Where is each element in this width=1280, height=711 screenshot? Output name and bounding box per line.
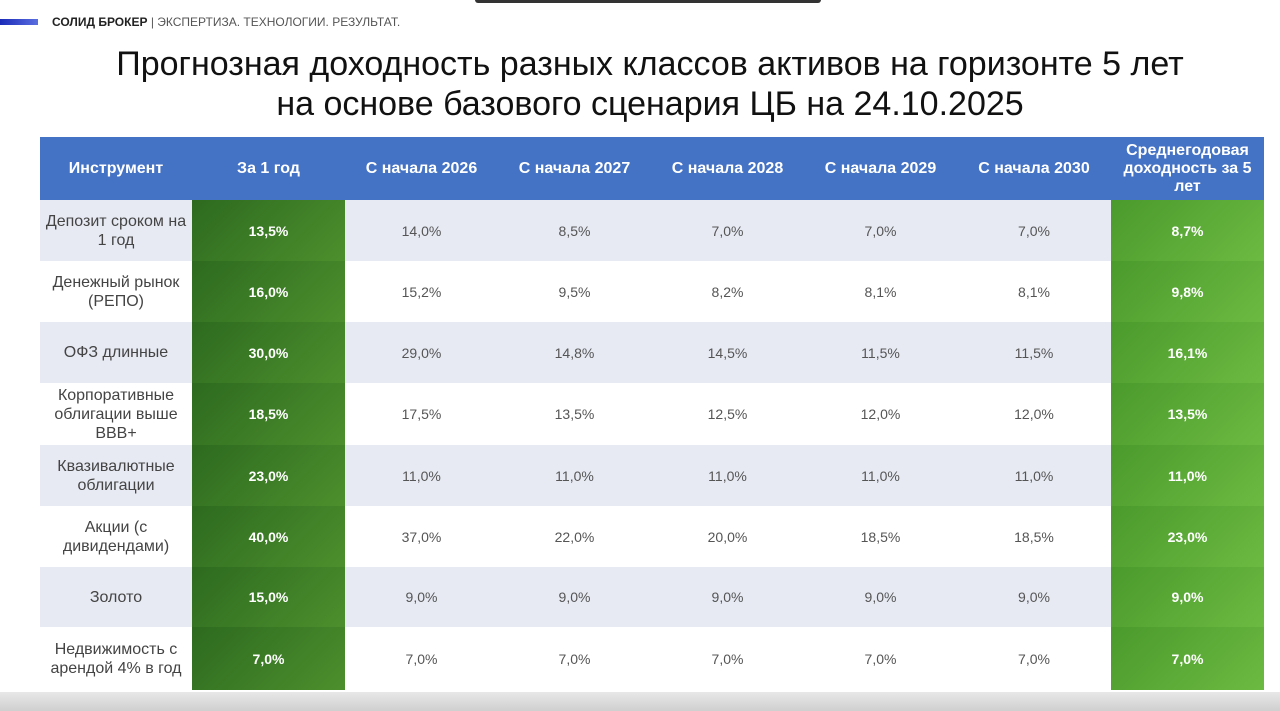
table-cell: 11,5% — [957, 322, 1111, 383]
column-header: С начала 2027 — [498, 137, 651, 200]
table-cell: 9,0% — [1111, 567, 1264, 627]
title: Прогнозная доходность разных классов акт… — [0, 44, 1280, 124]
column-header: С начала 2029 — [804, 137, 957, 200]
tagline: | ЭКСПЕРТИЗА. ТЕХНОЛОГИИ. РЕЗУЛЬТАТ. — [150, 15, 401, 29]
table-cell: 14,0% — [345, 200, 498, 261]
table-cell: 15,2% — [345, 261, 498, 322]
table-cell: 7,0% — [804, 200, 957, 261]
row-label: Золото — [40, 567, 192, 627]
table-cell: 13,5% — [1111, 383, 1264, 445]
table-cell: 16,0% — [192, 261, 345, 322]
table-cell: 18,5% — [192, 383, 345, 445]
table-cell: 9,5% — [498, 261, 651, 322]
column-header: Инструмент — [40, 137, 192, 200]
table-cell: 23,0% — [1111, 506, 1264, 567]
column-header: Среднегодовая доходность за 5 лет — [1111, 137, 1264, 200]
top-bar — [475, 0, 821, 3]
table-cell: 8,5% — [498, 200, 651, 261]
table-cell: 7,0% — [957, 627, 1111, 690]
table-cell: 15,0% — [192, 567, 345, 627]
column-header: С начала 2030 — [957, 137, 1111, 200]
table-cell: 7,0% — [345, 627, 498, 690]
row-label: Квазивалютные облигации — [40, 445, 192, 506]
table-cell: 13,5% — [192, 200, 345, 261]
table-cell: 11,0% — [957, 445, 1111, 506]
table-cell: 13,5% — [498, 383, 651, 445]
table-cell: 30,0% — [192, 322, 345, 383]
table-cell: 8,1% — [957, 261, 1111, 322]
accent-bar — [0, 19, 38, 25]
column-header: С начала 2026 — [345, 137, 498, 200]
table-cell: 22,0% — [498, 506, 651, 567]
column-header: С начала 2028 — [651, 137, 804, 200]
brand: СОЛИД БРОКЕР | ЭКСПЕРТИЗА. ТЕХНОЛОГИИ. Р… — [52, 15, 400, 29]
table-cell: 9,0% — [804, 567, 957, 627]
table-cell: 9,8% — [1111, 261, 1264, 322]
brand-name: СОЛИД БРОКЕР — [52, 15, 148, 29]
table-cell: 18,5% — [957, 506, 1111, 567]
row-label: Недвижимость с арендой 4% в год — [40, 627, 192, 690]
row-label: ОФЗ длинные — [40, 322, 192, 383]
table-cell: 11,5% — [804, 322, 957, 383]
table-cell: 11,0% — [1111, 445, 1264, 506]
bottom-bar — [0, 692, 1280, 711]
table-cell: 7,0% — [498, 627, 651, 690]
table-cell: 11,0% — [804, 445, 957, 506]
table-cell: 29,0% — [345, 322, 498, 383]
table-cell: 12,0% — [804, 383, 957, 445]
row-label: Денежный рынок (РЕПО) — [40, 261, 192, 322]
table-cell: 14,5% — [651, 322, 804, 383]
table-cell: 23,0% — [192, 445, 345, 506]
table-cell: 18,5% — [804, 506, 957, 567]
table-cell: 9,0% — [345, 567, 498, 627]
title-line: на основе базового сценария ЦБ на 24.10.… — [276, 85, 1024, 123]
table-cell: 9,0% — [498, 567, 651, 627]
row-label: Депозит сроком на 1 год — [40, 200, 192, 261]
table-cell: 12,5% — [651, 383, 804, 445]
table-cell: 40,0% — [192, 506, 345, 567]
table-cell: 17,5% — [345, 383, 498, 445]
table-cell: 8,7% — [1111, 200, 1264, 261]
table-cell: 9,0% — [651, 567, 804, 627]
column-header: За 1 год — [192, 137, 345, 200]
table-cell: 7,0% — [1111, 627, 1264, 690]
table-cell: 11,0% — [651, 445, 804, 506]
table-cell: 8,2% — [651, 261, 804, 322]
table-cell: 14,8% — [498, 322, 651, 383]
table-cell: 11,0% — [498, 445, 651, 506]
table-cell: 7,0% — [192, 627, 345, 690]
table-cell: 8,1% — [804, 261, 957, 322]
table-cell: 7,0% — [651, 627, 804, 690]
row-label: Корпоративные облигации выше BBB+ — [40, 383, 192, 445]
title-line: Прогнозная доходность разных классов акт… — [116, 45, 1184, 83]
row-label: Акции (с дивидендами) — [40, 506, 192, 567]
table-cell: 12,0% — [957, 383, 1111, 445]
table-cell: 20,0% — [651, 506, 804, 567]
table-cell: 7,0% — [804, 627, 957, 690]
table-cell: 7,0% — [651, 200, 804, 261]
table-cell: 7,0% — [957, 200, 1111, 261]
table-cell: 9,0% — [957, 567, 1111, 627]
table-cell: 37,0% — [345, 506, 498, 567]
table-cell: 16,1% — [1111, 322, 1264, 383]
table-cell: 11,0% — [345, 445, 498, 506]
